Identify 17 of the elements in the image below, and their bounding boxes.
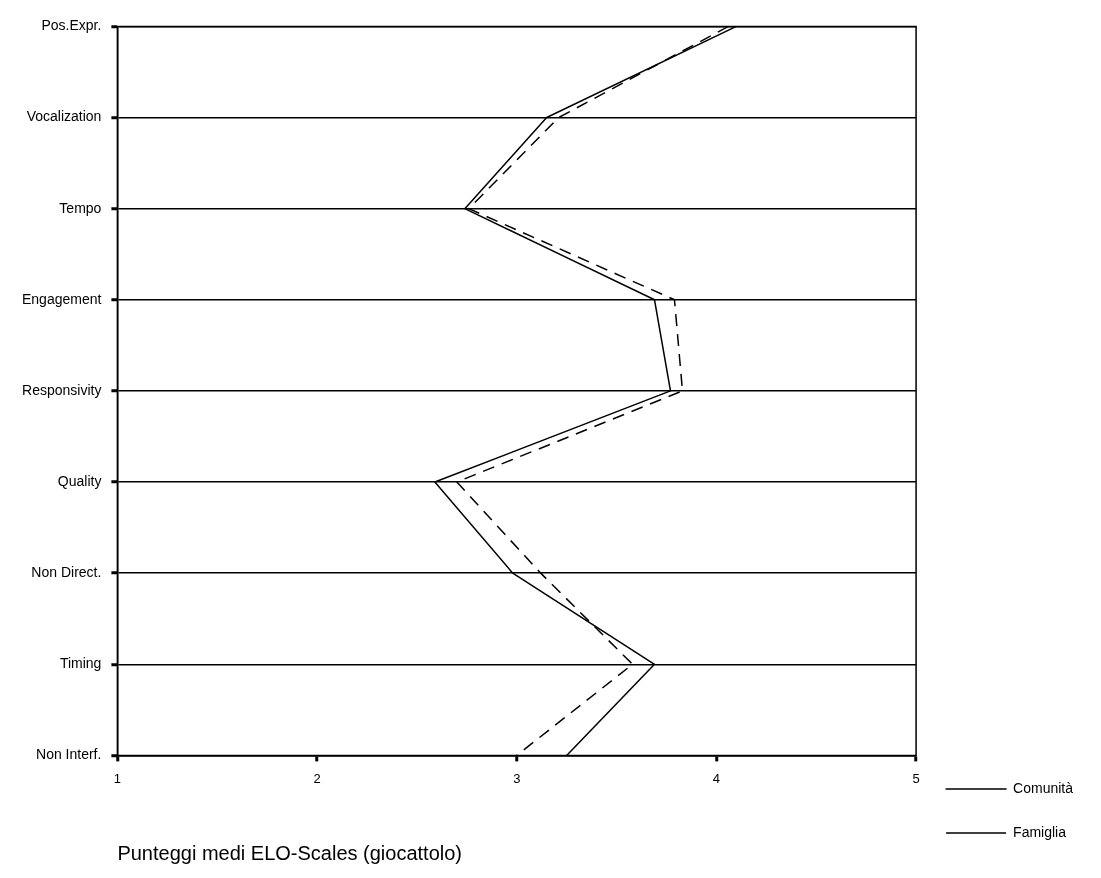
- legend-label: Famiglia: [1013, 823, 1067, 840]
- x-tick-label: 3: [513, 770, 521, 786]
- x-tick-label: 5: [912, 770, 920, 786]
- y-tick-label: Tempo: [59, 199, 102, 216]
- y-tick-label: Pos.Expr.: [41, 17, 102, 34]
- x-axis-title: Punteggi medi ELO-Scales (giocattolo): [117, 841, 463, 864]
- x-tick-label: 2: [313, 770, 321, 786]
- y-tick-label: Non Interf.: [36, 746, 102, 763]
- y-tick-label: Engagement: [21, 290, 102, 307]
- y-tick-label: Non Direct.: [31, 564, 102, 581]
- x-tick-label: 1: [113, 770, 122, 786]
- y-tick-label: Vocalization: [26, 108, 102, 125]
- y-tick-label: Quality: [57, 472, 102, 489]
- x-tick-label: 4: [712, 770, 721, 786]
- y-tick-label: Responsivity: [22, 381, 102, 398]
- legend-label: Comunità: [1013, 779, 1074, 796]
- y-tick-label: Timing: [59, 655, 102, 672]
